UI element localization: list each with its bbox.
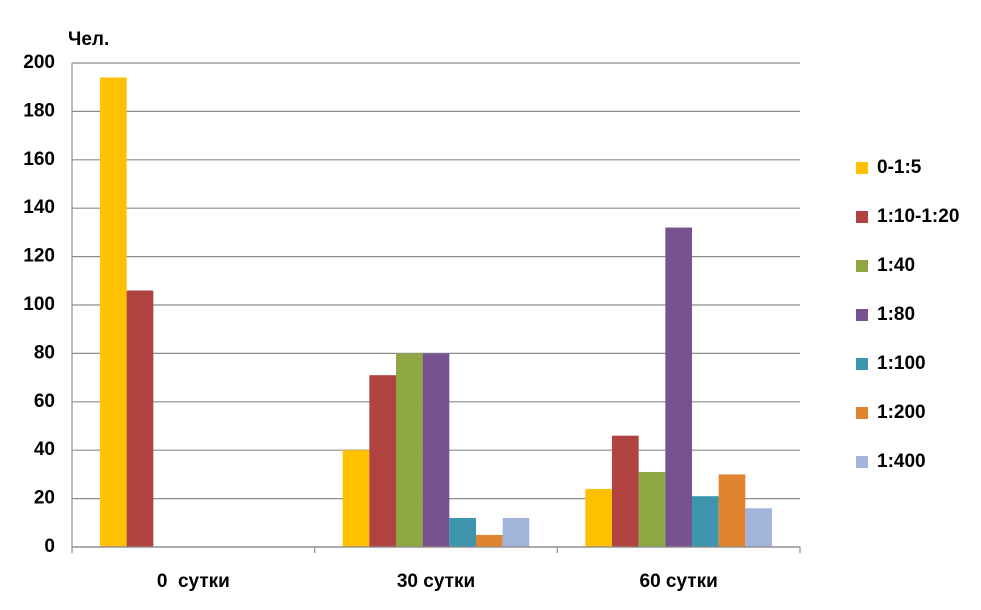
x-tick-label: 60 сутки <box>640 571 718 592</box>
bar <box>502 517 530 547</box>
legend-label: 1:200 <box>877 402 926 423</box>
bar <box>422 353 450 547</box>
legend-swatch <box>856 260 868 272</box>
y-tick-label: 120 <box>23 246 55 267</box>
bar <box>585 488 612 547</box>
legend-swatch <box>856 211 868 223</box>
y-tick-label: 180 <box>23 100 55 121</box>
y-tick-label: 80 <box>34 342 55 363</box>
bar <box>126 290 154 547</box>
bar <box>665 227 692 547</box>
bar <box>396 353 423 547</box>
y-tick-label: 0 <box>44 536 55 557</box>
legend-label: 1:40 <box>877 255 915 276</box>
legend-swatch <box>856 309 868 321</box>
legend-label: 1:400 <box>877 451 926 472</box>
legend-label: 1:80 <box>877 304 915 325</box>
y-tick-label: 200 <box>23 52 55 73</box>
y-tick-label: 60 <box>34 391 55 412</box>
y-tick-label: 140 <box>23 197 55 218</box>
legend-label: 1:100 <box>877 353 926 374</box>
bar <box>638 471 666 547</box>
bar <box>342 450 370 547</box>
bar <box>449 517 476 547</box>
y-tick-label: 160 <box>23 149 55 170</box>
bar <box>476 534 503 547</box>
bar <box>100 77 127 548</box>
y-tick-label: 100 <box>23 294 55 315</box>
x-tick-label: 30 сутки <box>397 571 475 592</box>
y-tick-label: 40 <box>34 439 55 460</box>
y-tick-label: 20 <box>34 488 55 509</box>
legend-label: 1:10-1:20 <box>877 206 959 227</box>
bar <box>612 435 639 547</box>
bar <box>718 474 746 547</box>
bar <box>369 375 396 547</box>
x-tick-label: 0 сутки <box>157 571 230 592</box>
legend-swatch <box>856 162 868 174</box>
bar <box>745 508 772 547</box>
legend-swatch <box>856 456 868 468</box>
legend-swatch <box>856 358 868 370</box>
legend-swatch <box>856 407 868 419</box>
y-axis-label: Чел. <box>68 29 109 50</box>
bar <box>692 496 719 547</box>
legend-label: 0-1:5 <box>877 157 922 178</box>
